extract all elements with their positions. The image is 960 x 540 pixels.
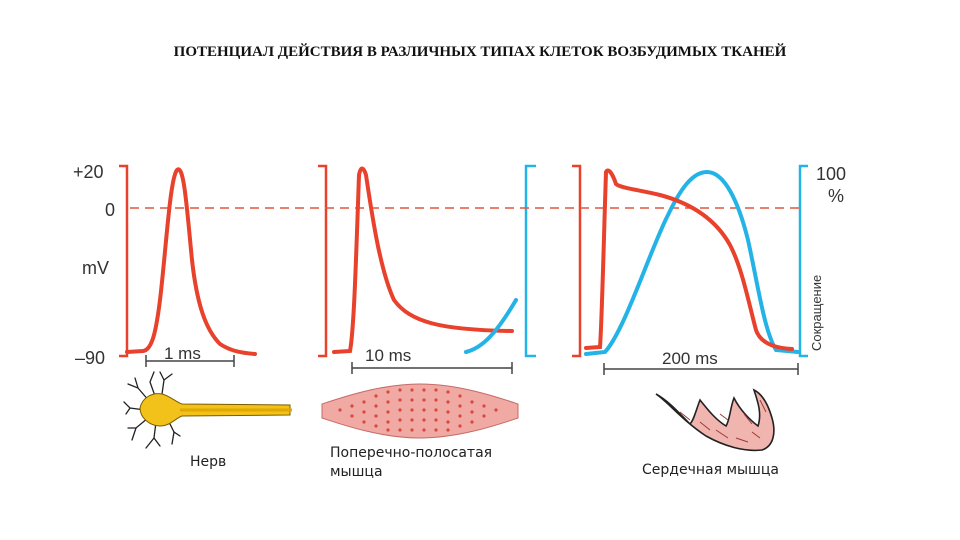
skeletal-contraction-bracket [524,164,536,358]
cardiac-action-potential-curve [584,168,794,351]
nerve-time-scale-label: 1 ms [164,344,201,363]
unit-label-mv: mV [82,258,109,278]
contraction-axis-label: Сокращение [809,275,824,351]
nerve-time-scale [145,355,235,367]
nerve-action-potential-curve [125,167,257,356]
skeletal-contraction-curve [464,298,518,354]
skeletal-mv-bracket-left [318,164,328,358]
skeletal-time-scale-label: 10 ms [365,346,411,365]
cardiac-contraction-bracket [798,164,808,358]
skeletal-muscle-illustration [321,383,519,439]
contraction-percent-sign: % [828,186,844,206]
nerve-cell-illustration [123,371,292,449]
cardiac-time-scale-label: 200 ms [662,349,718,368]
skeletal-action-potential-curve [332,166,514,354]
tick-label-plus20: +20 [73,162,104,182]
cardiac-caption: Сердечная мышца [642,462,779,478]
nerve-caption: Нерв [190,454,226,470]
cardiac-contraction-curve [584,169,800,356]
nerve-mv-bracket [119,164,129,358]
contraction-tick-100: 100 [816,164,846,184]
tick-label-minus90: –90 [75,348,105,368]
cardiac-time-scale [603,363,799,375]
skeletal-time-scale [351,362,513,374]
skeletal-caption-line1: Поперечно-полосатая [330,445,492,461]
cardiac-muscle-illustration [655,388,775,452]
cardiac-mv-bracket-left [572,164,582,358]
page-title: ПОТЕНЦИАЛ ДЕЙСТВИЯ В РАЗЛИЧНЫХ ТИПАХ КЛЕ… [173,44,787,60]
skeletal-caption-line2: мышца [330,464,383,480]
tick-label-zero: 0 [105,200,115,220]
